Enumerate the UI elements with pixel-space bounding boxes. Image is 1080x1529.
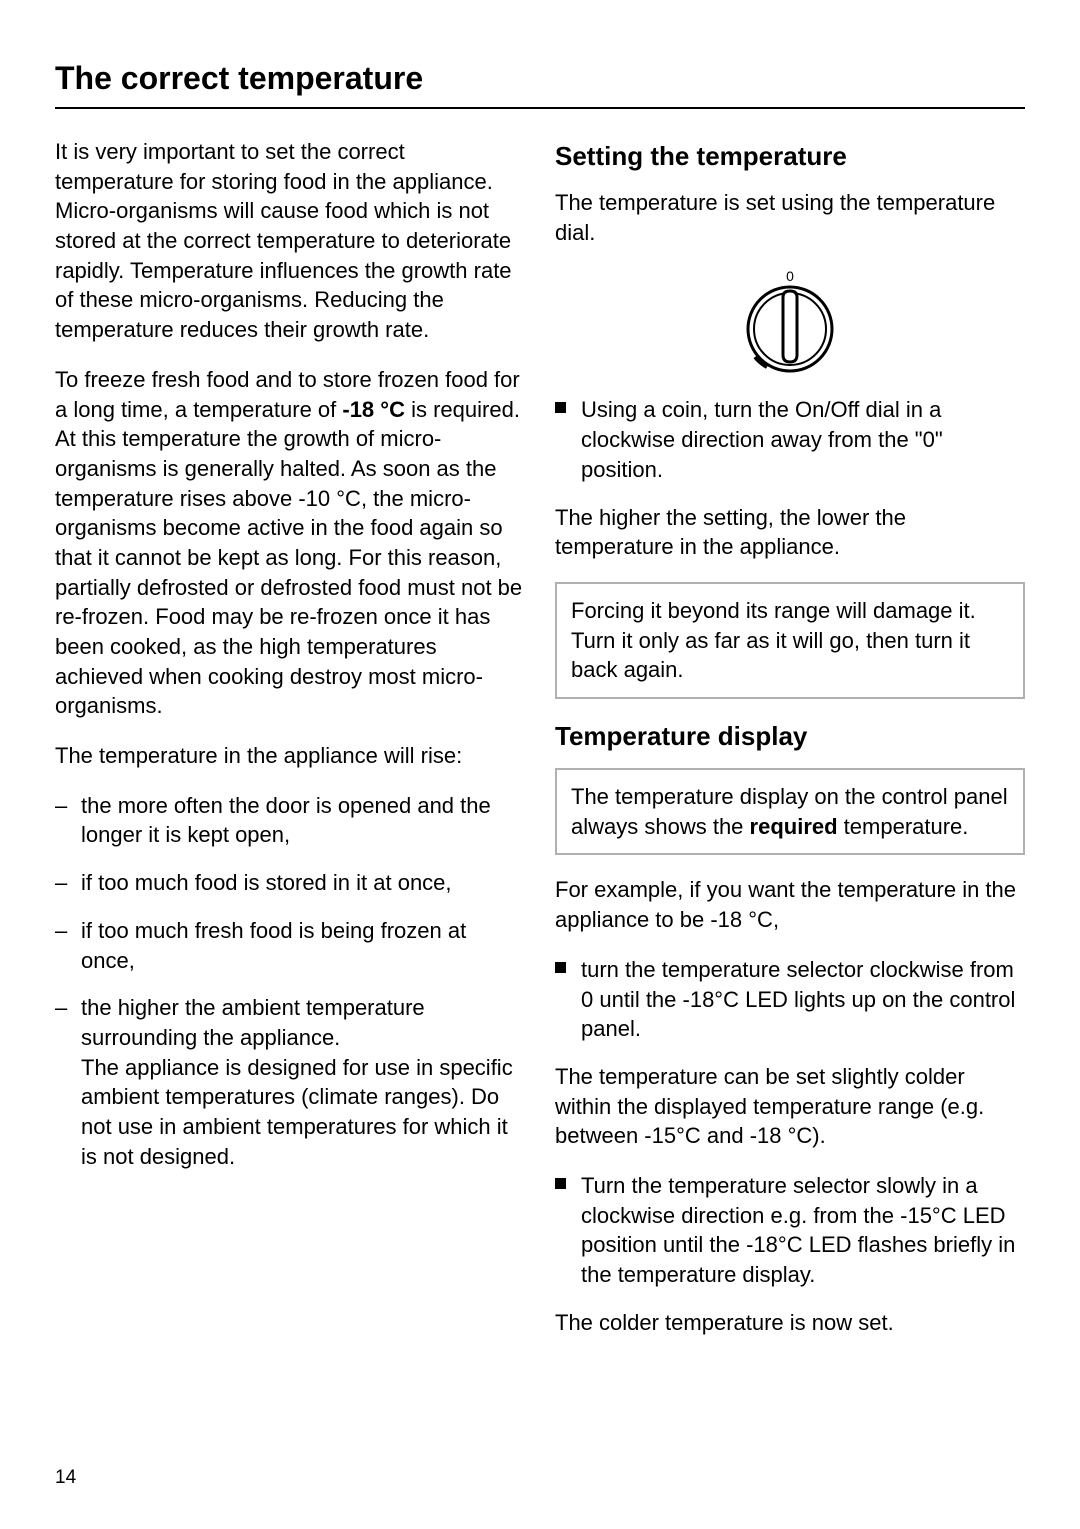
page-title: The correct temperature [55, 60, 1025, 109]
example-step-list: turn the temperature selector clockwise … [555, 955, 1025, 1044]
display-heading: Temperature display [555, 719, 1025, 754]
example-intro: For example, if you want the temperature… [555, 875, 1025, 934]
warning-box: Forcing it beyond its range will damage … [555, 582, 1025, 699]
left-column: It is very important to set the correct … [55, 137, 525, 1357]
list-item: if too much fresh food is being frozen a… [55, 916, 525, 975]
dial-diagram: 0 [555, 267, 1025, 377]
list-item: if too much food is stored in it at once… [55, 868, 525, 898]
coin-instruction-list: Using a coin, turn the On/Off dial in a … [555, 395, 1025, 484]
freeze-temp: -18 °C [342, 397, 405, 422]
page-number: 14 [55, 1467, 76, 1489]
higher-lower: The higher the setting, the lower the te… [555, 503, 1025, 562]
setting-heading: Setting the temperature [555, 139, 1025, 174]
freeze-post: is required. At this temperature the gro… [55, 397, 522, 719]
right-column: Setting the temperature The temperature … [555, 137, 1025, 1357]
warning-text: Forcing it beyond its range will damage … [571, 598, 976, 682]
setting-intro: The temperature is set using the tempera… [555, 188, 1025, 247]
rise-intro: The temperature in the appliance will ri… [55, 741, 525, 771]
dial-zero-label: 0 [786, 268, 794, 284]
rise-list: the more often the door is opened and th… [55, 791, 525, 1172]
list-item: the higher the ambient temperature surro… [55, 993, 525, 1171]
now-set: The colder temperature is now set. [555, 1308, 1025, 1338]
freeze-paragraph: To freeze fresh food and to store frozen… [55, 365, 525, 721]
list-item: Turn the temperature selector slowly in … [555, 1171, 1025, 1290]
display-bold: required [750, 814, 838, 839]
list-item: the more often the door is opened and th… [55, 791, 525, 850]
list-item: Using a coin, turn the On/Off dial in a … [555, 395, 1025, 484]
slightly-colder: The temperature can be set slightly cold… [555, 1062, 1025, 1151]
list-item: turn the temperature selector clockwise … [555, 955, 1025, 1044]
dial-icon: 0 [735, 267, 845, 377]
display-box: The temperature display on the control p… [555, 768, 1025, 855]
slow-turn-list: Turn the temperature selector slowly in … [555, 1171, 1025, 1290]
content-columns: It is very important to set the correct … [55, 137, 1025, 1357]
display-post: temperature. [838, 814, 969, 839]
intro-paragraph: It is very important to set the correct … [55, 137, 525, 345]
